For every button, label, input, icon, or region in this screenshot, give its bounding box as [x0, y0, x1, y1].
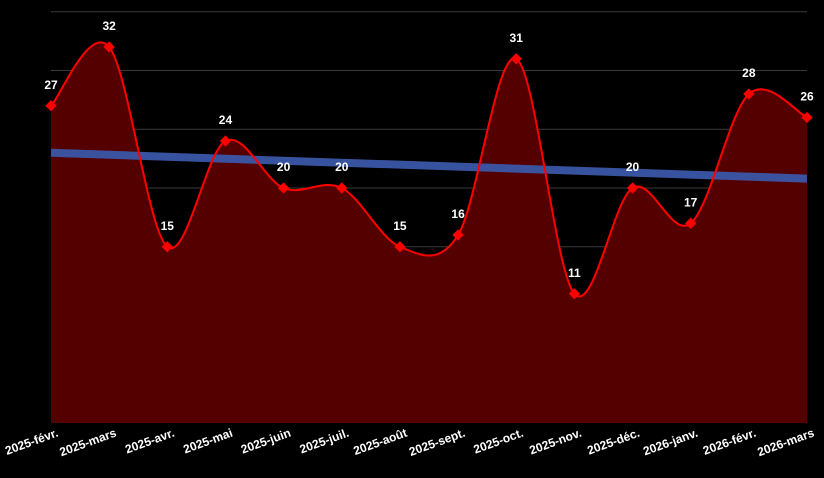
data-point [510, 53, 522, 65]
data-label: 24 [219, 113, 233, 127]
series-area-fill [51, 42, 807, 423]
data-label: 28 [742, 66, 756, 80]
x-tick-label: 2025-févr. [3, 426, 60, 458]
data-label: 15 [161, 219, 175, 233]
data-label: 26 [800, 90, 814, 104]
data-point [626, 182, 639, 194]
data-point [103, 41, 115, 53]
data-label: 17 [684, 195, 698, 209]
x-tick-label: 2025-mai [181, 426, 234, 457]
data-point [452, 229, 464, 241]
data-label: 11 [568, 266, 581, 280]
data-point [336, 182, 348, 194]
x-tick-label: 2025-avr. [123, 426, 176, 457]
x-tick-label: 2026-févr. [701, 426, 758, 458]
x-tick-label: 2025-sept. [407, 426, 467, 459]
x-tick-label: 2025-oct. [472, 426, 526, 457]
data-label: 27 [44, 78, 58, 92]
data-label: 15 [393, 219, 407, 233]
data-point [219, 135, 232, 147]
x-tick-label: 2025-nov. [527, 426, 583, 458]
data-labels: 27 32 15 24 20 20 15 16 31 11 20 17 28 26 [44, 19, 814, 280]
data-point [685, 217, 697, 229]
data-point [568, 288, 581, 300]
x-tick-label: 2025-août [352, 426, 409, 458]
x-tick-label: 2025-mars [58, 426, 119, 460]
x-axis-tick-labels: 2025-févr.2025-mars 2025-avr. 2025-mai 2025… [3, 426, 816, 460]
data-label: 20 [277, 160, 291, 174]
data-point [277, 182, 290, 194]
data-point [394, 241, 406, 253]
data-label: 16 [451, 207, 465, 221]
x-tick-label: 2025-juil. [298, 426, 351, 457]
x-tick-label: 2025-juin [239, 426, 293, 457]
data-point [161, 241, 173, 253]
trendline [50, 148, 808, 183]
data-point [45, 100, 57, 112]
data-label: 20 [626, 160, 640, 174]
x-tick-label: 2026-janv. [641, 426, 699, 459]
x-tick-label: 2025-déc. [585, 426, 641, 458]
data-label: 32 [102, 19, 116, 33]
data-points [45, 41, 813, 300]
x-tick-label: 2026-mars [755, 426, 816, 460]
data-label: 31 [510, 31, 524, 45]
data-label: 20 [335, 160, 349, 174]
